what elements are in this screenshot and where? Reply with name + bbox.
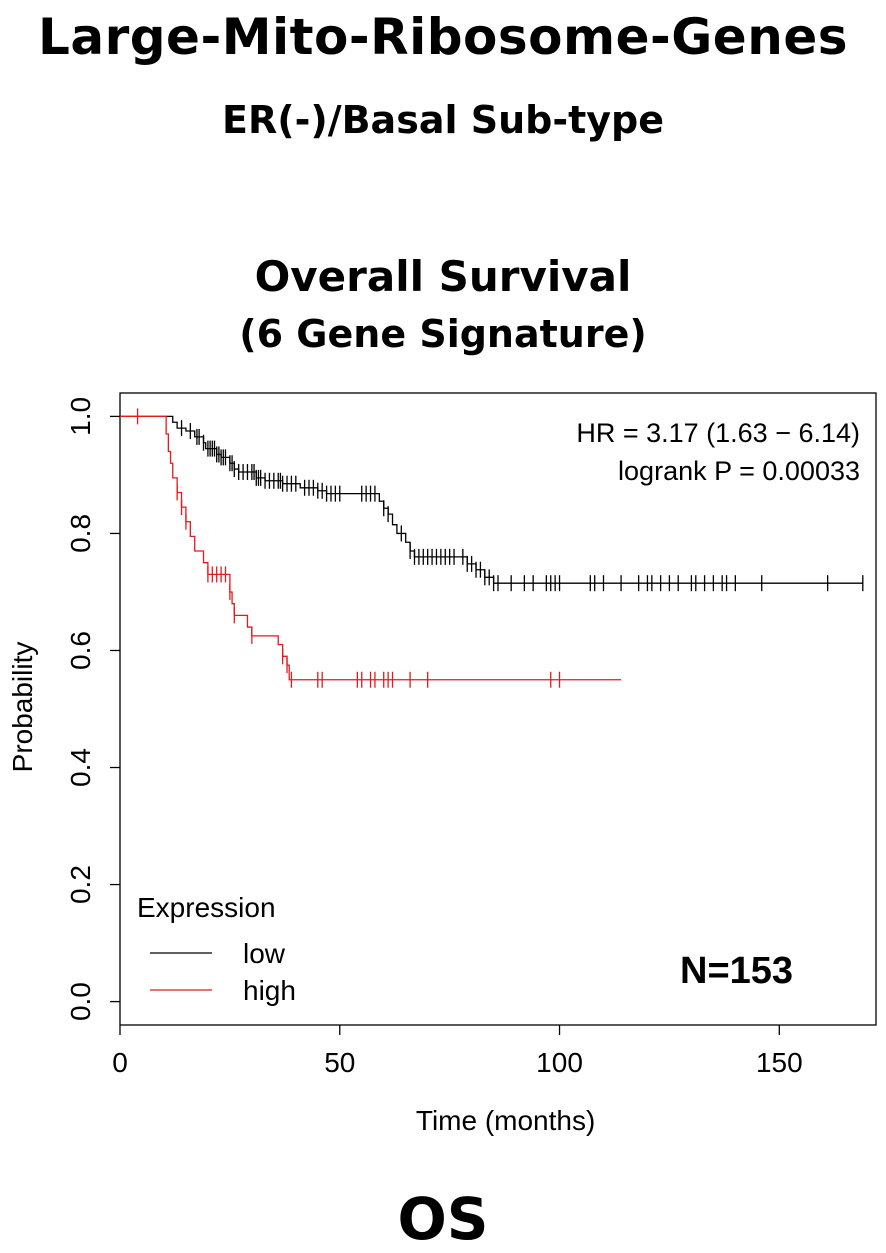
legend-title: Expression xyxy=(137,892,276,923)
chart-title: Overall Survival xyxy=(254,252,632,301)
chart-subtitle: (6 Gene Signature) xyxy=(239,312,647,356)
legend-label-low: low xyxy=(243,938,286,969)
y-axis-label: Probability xyxy=(7,642,38,773)
series-low xyxy=(120,415,864,592)
sample-size-label: N=153 xyxy=(680,950,793,992)
survival-curve-high xyxy=(120,415,622,681)
logrank-p-text: logrank P = 0.00033 xyxy=(618,456,860,486)
page-title: Large-Mito-Ribosome-Genes xyxy=(38,8,848,66)
series-high xyxy=(120,408,622,688)
y-tick-label: 0.4 xyxy=(65,748,96,787)
x-tick-label: 50 xyxy=(324,1047,355,1078)
y-tick-label: 0.8 xyxy=(65,514,96,553)
legend-label-high: high xyxy=(243,975,296,1006)
y-tick-label: 1.0 xyxy=(65,397,96,436)
y-tick-label: 0.2 xyxy=(65,865,96,904)
y-tick-label: 0.6 xyxy=(65,631,96,670)
x-tick-label: 0 xyxy=(112,1047,128,1078)
plot-frame xyxy=(119,392,877,1026)
hazard-ratio-text: HR = 3.17 (1.63 − 6.14) xyxy=(576,418,860,448)
page-subtitle: ER(-)/Basal Sub-type xyxy=(221,98,665,142)
x-tick-label: 150 xyxy=(756,1047,803,1078)
footer-label: OS xyxy=(397,1185,489,1253)
y-tick-label: 0.0 xyxy=(65,982,96,1021)
x-axis-label: Time (months) xyxy=(416,1105,595,1136)
x-tick-label: 100 xyxy=(536,1047,583,1078)
